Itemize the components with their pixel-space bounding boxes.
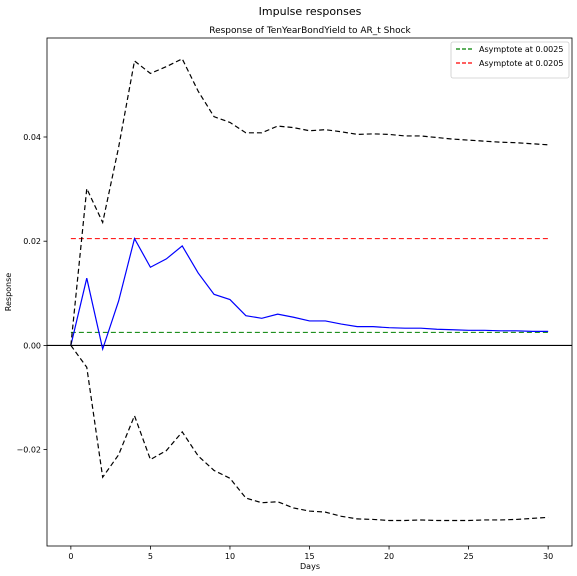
x-tick-label: 20: [384, 552, 394, 561]
x-tick-label: 25: [463, 552, 473, 561]
upper-band-line: [70, 58, 549, 346]
legend-label: Asymptote at 0.0025: [479, 45, 563, 54]
x-axis: 0 5 10 15 20 25 30: [68, 546, 553, 561]
y-tick-label: 0.04: [23, 133, 41, 142]
y-axis: −0.02 0.00 0.02 0.04: [16, 133, 47, 455]
y-tick-label: 0.02: [23, 237, 41, 246]
plot-area: [47, 58, 572, 522]
figure-suptitle: Impulse responses: [259, 5, 362, 18]
response-line: [70, 236, 549, 352]
x-axis-label: Days: [300, 562, 320, 571]
chart-title: Response of TenYearBondYield to AR_t Sho…: [209, 26, 411, 36]
y-tick-label: −0.02: [16, 446, 41, 455]
x-tick-label: 0: [68, 552, 73, 561]
lower-band-line: [70, 345, 549, 522]
legend-label: Asymptote at 0.0205: [479, 59, 563, 68]
legend-box: [450, 41, 570, 79]
x-tick-label: 30: [543, 552, 553, 561]
x-tick-label: 5: [148, 552, 153, 561]
y-axis-label: Response: [4, 273, 13, 312]
legend: Asymptote at 0.0025 Asymptote at 0.0205: [450, 41, 570, 79]
x-tick-label: 10: [225, 552, 235, 561]
axes-frame: [46, 37, 573, 547]
y-tick-label: 0.00: [23, 341, 41, 350]
x-tick-label: 15: [304, 552, 314, 561]
